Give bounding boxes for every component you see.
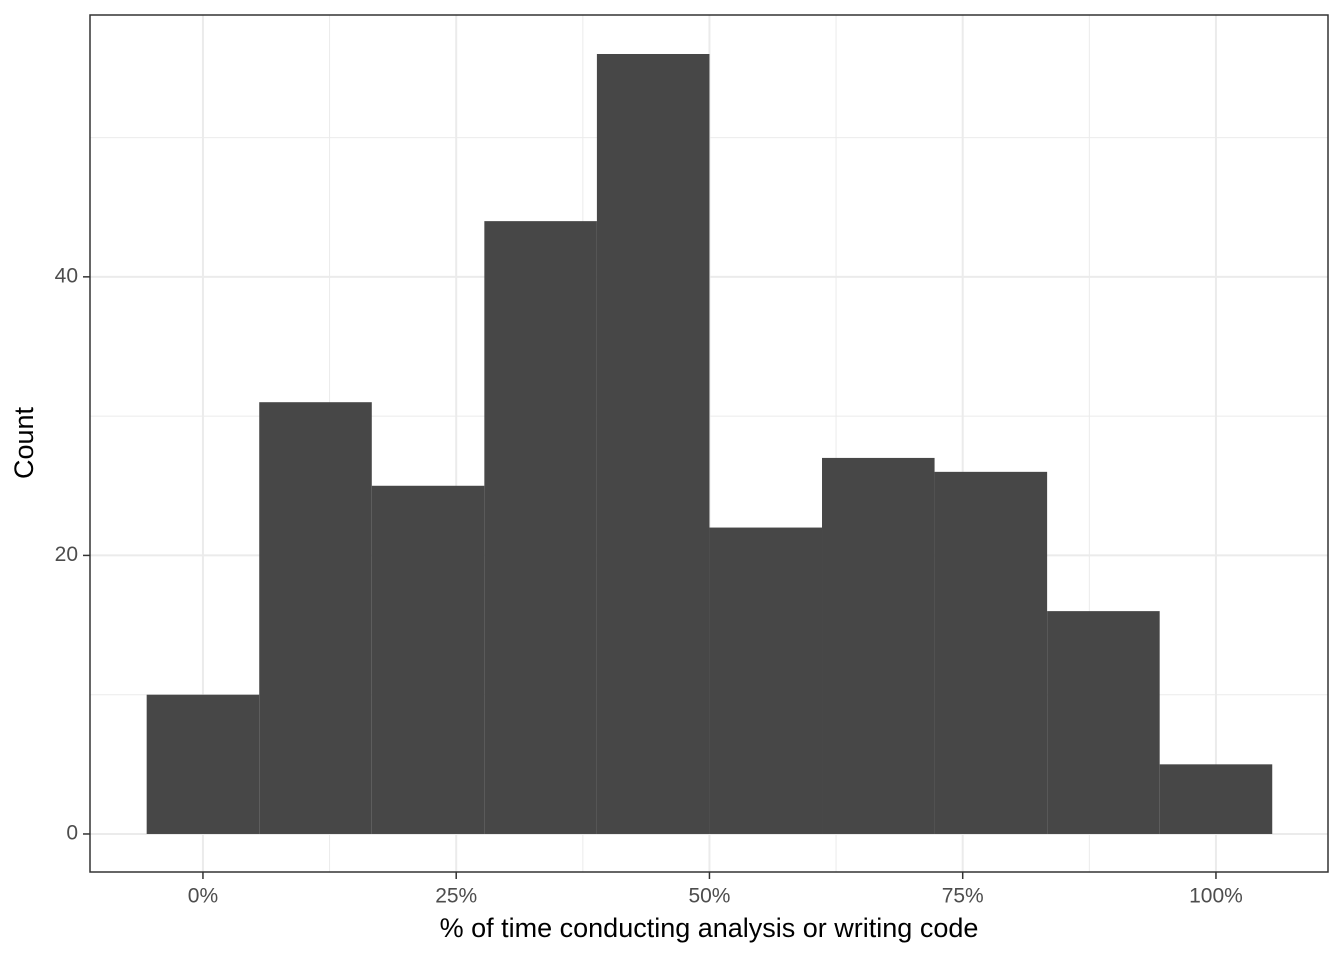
y-tick-label: 20 bbox=[55, 543, 78, 566]
bar bbox=[371, 485, 485, 834]
bar bbox=[1047, 611, 1160, 834]
bar bbox=[146, 694, 260, 834]
bar bbox=[259, 402, 372, 834]
y-tick-label: 0 bbox=[66, 822, 78, 845]
bar bbox=[596, 53, 710, 834]
y-tick-label: 40 bbox=[55, 264, 78, 287]
panel-border bbox=[89, 14, 1329, 873]
bar bbox=[709, 527, 823, 834]
bar bbox=[1159, 764, 1273, 834]
x-tick-label: 25% bbox=[435, 885, 477, 908]
bar bbox=[934, 471, 1048, 834]
x-axis-title: % of time conducting analysis or writing… bbox=[440, 913, 979, 943]
bar bbox=[484, 221, 597, 834]
y-axis-title: Count bbox=[9, 406, 39, 479]
x-tick-label: 50% bbox=[688, 885, 730, 908]
x-tick-label: 75% bbox=[942, 885, 984, 908]
x-tick-label: 0% bbox=[188, 885, 218, 908]
bar bbox=[822, 457, 935, 834]
x-tick-label: 100% bbox=[1189, 885, 1243, 908]
